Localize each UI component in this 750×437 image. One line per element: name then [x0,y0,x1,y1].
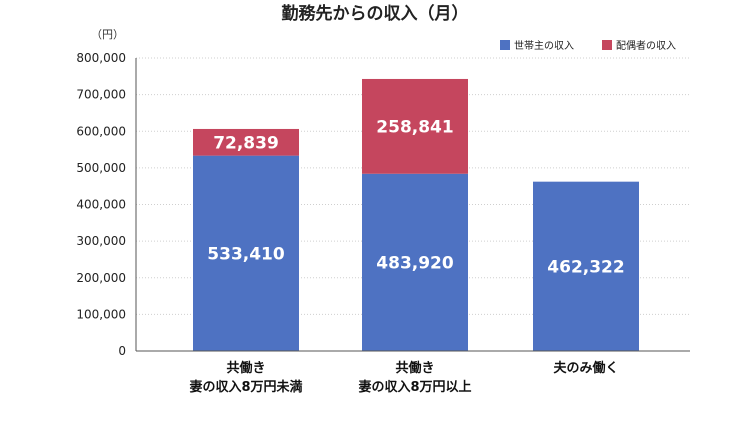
x-category-label: 妻の収入8万円未満 [189,379,302,395]
y-tick-label: 600,000 [76,124,126,138]
legend-label: 世帯主の収入 [514,39,574,52]
y-tick-label: 500,000 [76,161,126,175]
bar-segment-householder [193,155,299,351]
bar-segment-householder [362,173,468,351]
y-tick-label: 100,000 [76,307,126,321]
bar-segment-spouse [193,128,299,156]
y-tick-label: 700,000 [76,88,126,102]
legend: 世帯主の収入 配偶者の収入 [500,39,676,52]
y-tick-label: 800,000 [76,51,126,65]
bar-segment-spouse [362,78,468,174]
x-category-label: 夫のみ働く [553,360,618,376]
legend-swatch [602,40,612,50]
x-category-label: 共働き [226,360,265,376]
y-axis-ticks: 0 100,000 200,000 300,000 400,000 500,000 600,… [76,51,126,358]
bars [193,78,639,351]
x-category-label: 妻の収入8万円以上 [358,379,471,395]
legend-label: 配偶者の収入 [616,39,676,52]
y-axis-unit-label: （円） [91,28,124,41]
y-tick-label: 200,000 [76,271,126,285]
bar-value-label: 533,410 [207,244,285,264]
y-tick-label: 300,000 [76,234,126,248]
y-tick-label: 0 [118,344,126,358]
y-tick-label: 400,000 [76,198,126,212]
bar-segment-householder [533,181,639,351]
legend-swatch [500,40,510,50]
bar-value-label: 483,920 [376,253,454,273]
bar-value-label: 72,839 [213,133,279,153]
bar-value-label: 462,322 [547,257,624,277]
bar-value-labels: 533,410 72,839 483,920 258,841 462,322 [207,117,624,277]
chart-title: 勤務先からの収入（月） [282,3,469,24]
bar-value-label: 258,841 [376,117,453,137]
x-category-label: 共働き [395,360,434,376]
